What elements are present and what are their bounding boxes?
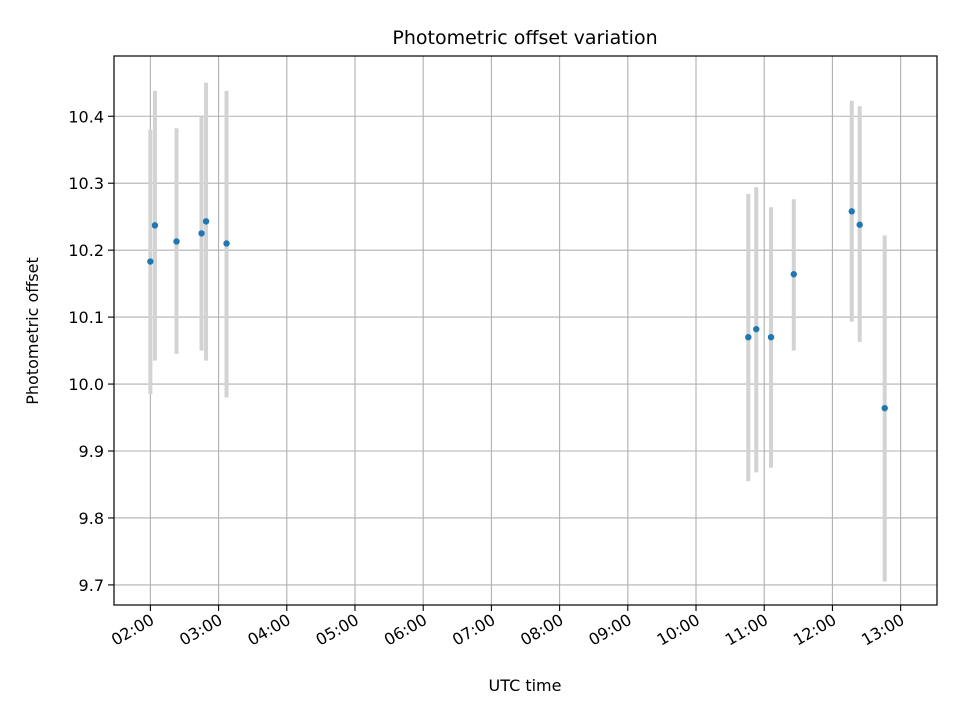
data-point — [198, 230, 205, 237]
data-point — [151, 222, 159, 229]
data-point — [881, 404, 888, 412]
y-tick-label: 9.7 — [79, 576, 104, 595]
data-point — [848, 208, 855, 215]
plot-area-frame — [113, 55, 938, 606]
grid — [114, 56, 937, 605]
data-point — [790, 271, 797, 278]
data-point — [147, 258, 154, 265]
chart-title: Photometric offset variation — [392, 27, 657, 49]
y-tick-label: 10.4 — [68, 107, 104, 126]
y-tick-label: 10.1 — [68, 308, 104, 327]
y-tick-label: 10.0 — [68, 375, 104, 394]
y-tick-label: 10.3 — [68, 174, 104, 193]
y-axis: 9.7 9.8 9.9 10.0 10.1 10.2 10.3 10.4 — [68, 107, 114, 595]
y-axis-label: Photometric offset — [23, 257, 42, 405]
data-point — [753, 325, 760, 333]
data-points — [147, 208, 888, 412]
data-point — [173, 238, 180, 245]
y-tick-label: 9.8 — [79, 509, 104, 528]
data-point — [745, 333, 752, 341]
y-tick-label: 9.9 — [79, 442, 104, 461]
data-point — [223, 240, 230, 247]
data-point — [202, 218, 210, 225]
x-axis-label: UTC time — [489, 676, 562, 695]
y-tick-label: 10.2 — [68, 241, 104, 260]
data-point — [767, 333, 775, 341]
data-point — [856, 221, 863, 228]
